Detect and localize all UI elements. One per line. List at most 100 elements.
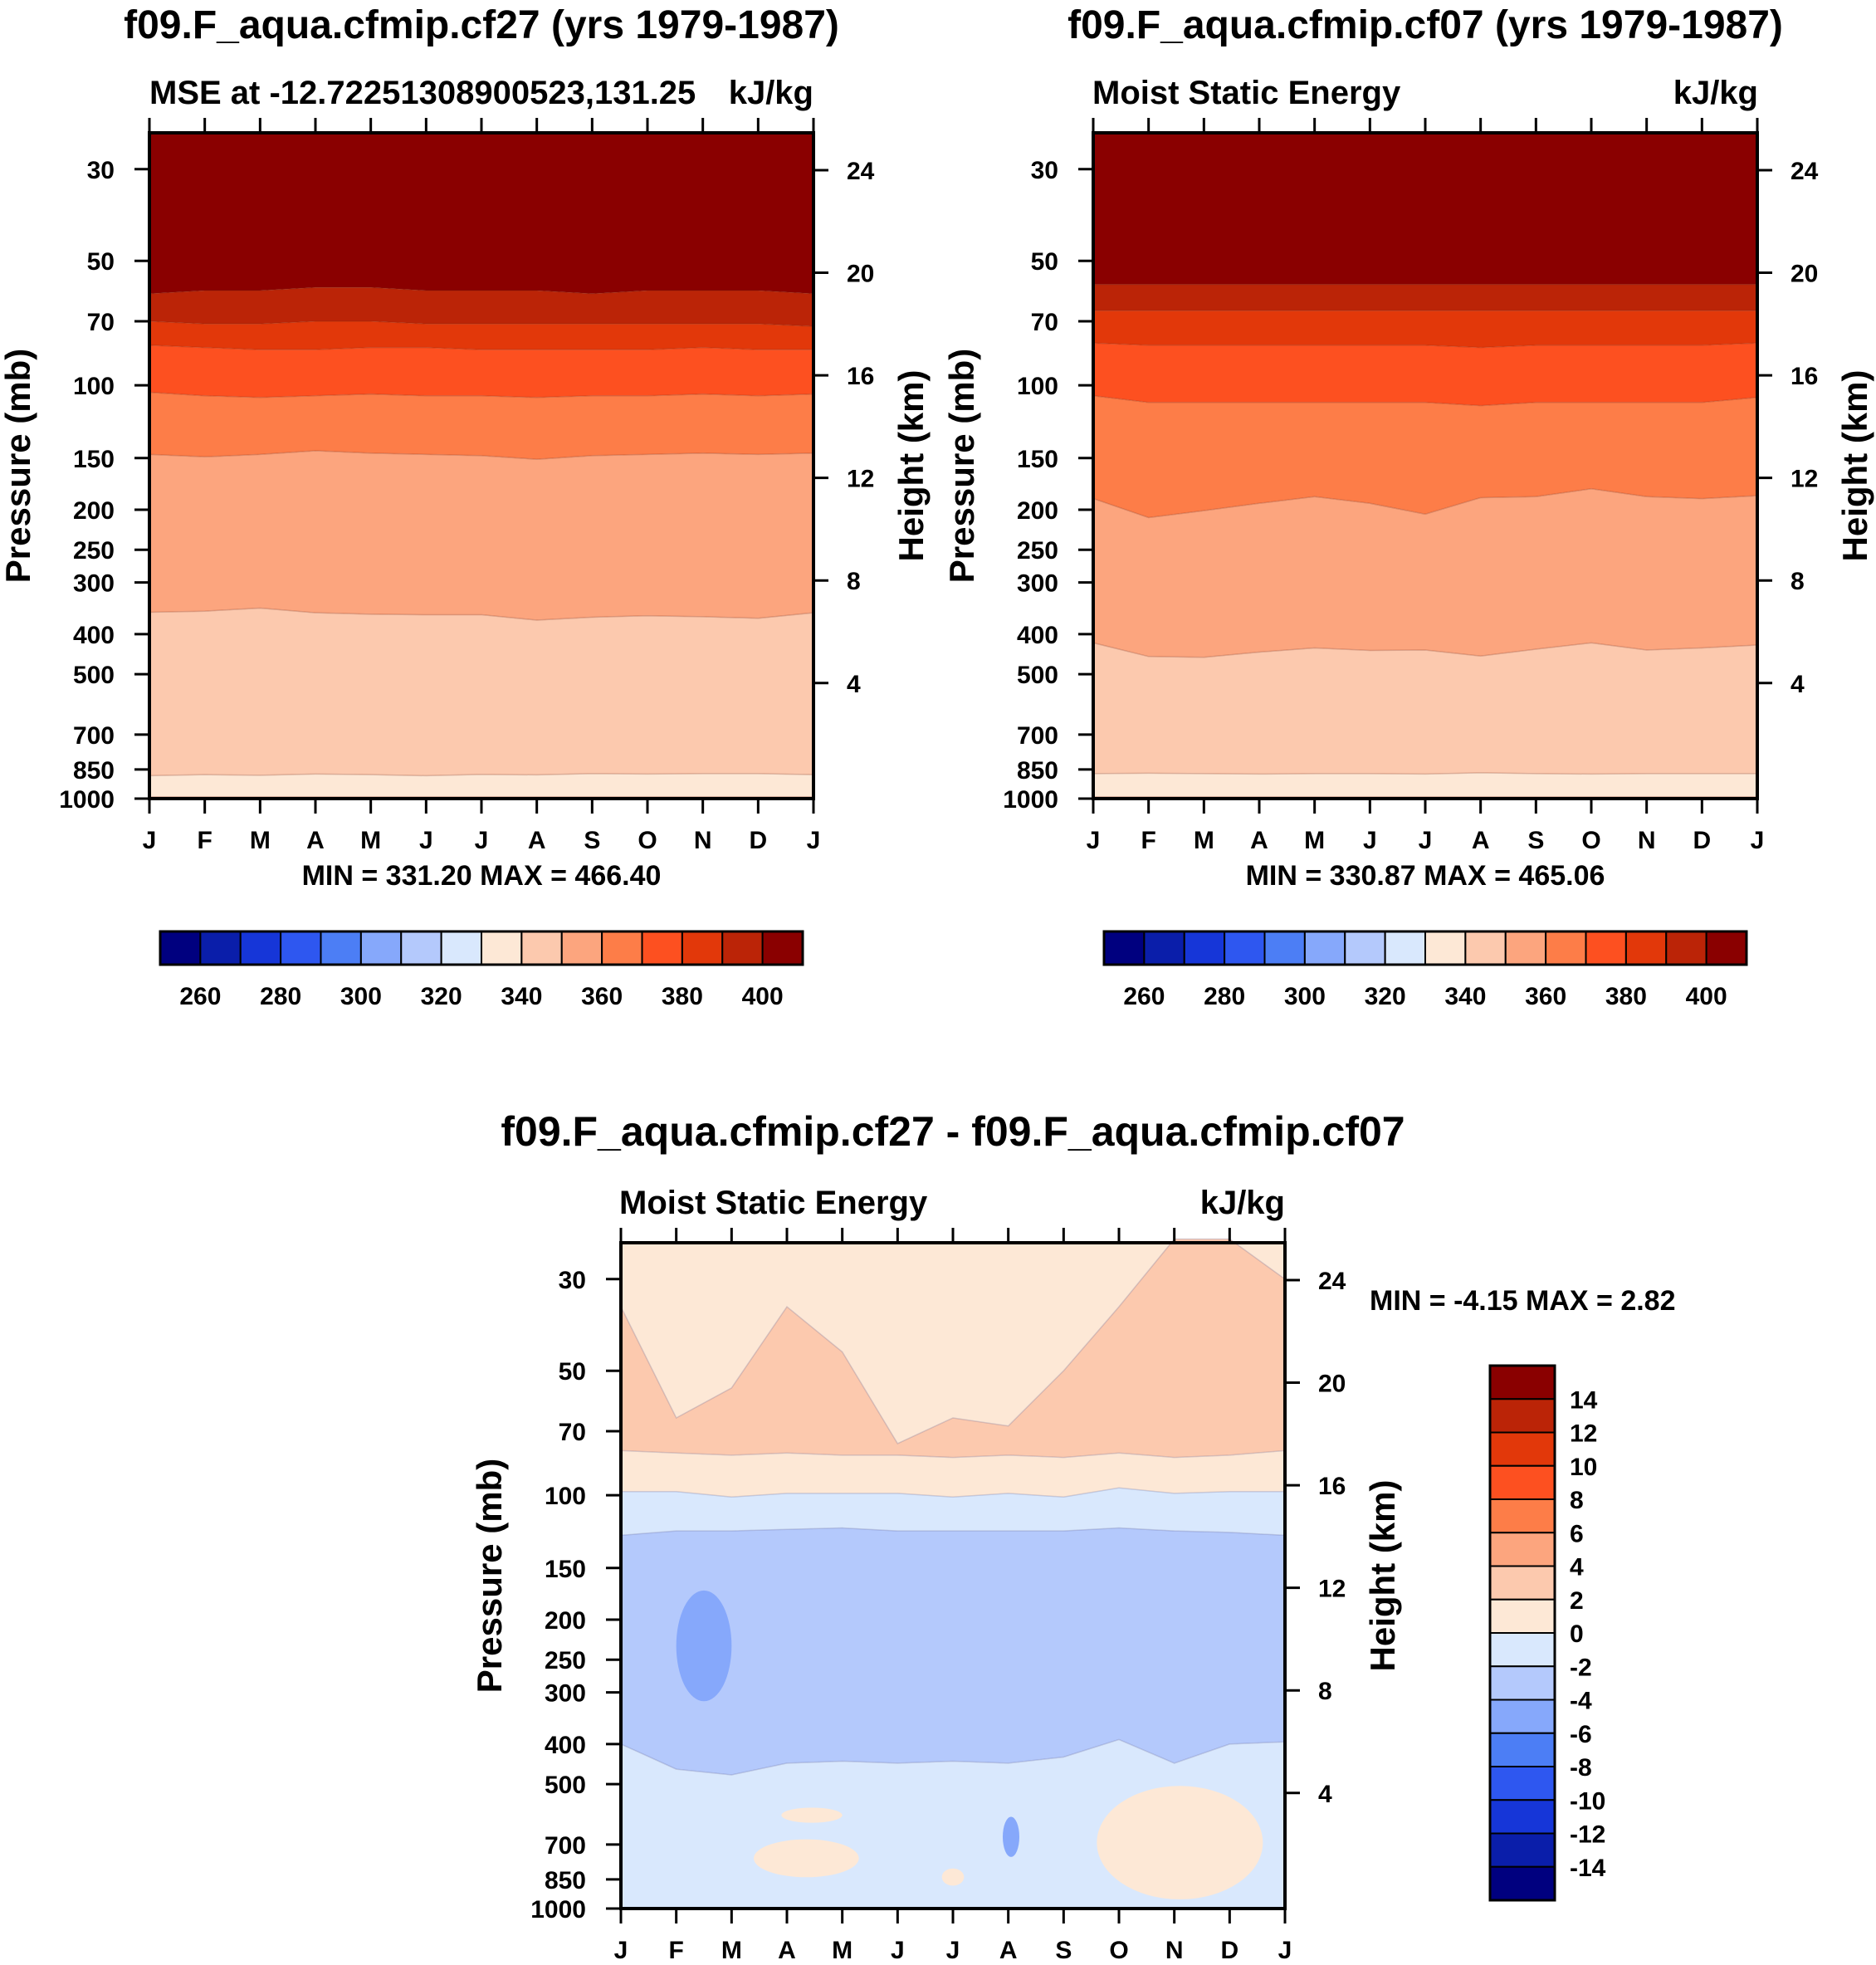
y-tick-label: 850 <box>73 757 115 785</box>
contour-band <box>1093 343 1757 406</box>
colorbar-label: 260 <box>179 983 221 1010</box>
colorbar-swatch <box>440 931 482 965</box>
contour-band <box>149 287 813 327</box>
panel-2-right-axis: 24 20 16 12 8 4 <box>1757 158 1819 698</box>
panel-3-subtitle-right: kJ/kg <box>1200 1185 1285 1221</box>
x-tick-label: J <box>807 827 821 854</box>
colorbar-swatch <box>1489 1532 1556 1567</box>
colorbar-label: 8 <box>1570 1487 1584 1514</box>
panel-1-ylabel-right: Height (km) <box>892 370 931 562</box>
x-tick-label: J <box>1751 827 1765 854</box>
panel-3-ylabel-right: Height (km) <box>1363 1480 1402 1672</box>
colorbar-label: 380 <box>662 983 703 1010</box>
contour-line <box>620 1738 1286 1776</box>
x-tick-label: D <box>1220 1937 1238 1964</box>
x-tick-label: A <box>1250 827 1268 854</box>
x-tick-label: F <box>669 1937 684 1964</box>
contour-band <box>149 608 813 776</box>
panel-3-ylabel: Pressure (mb) <box>470 1459 509 1693</box>
y-tick-label: 250 <box>1017 537 1058 565</box>
contour-band <box>1093 488 1757 657</box>
x-tick-label: A <box>1472 827 1490 854</box>
x-tick-label: J <box>143 827 157 854</box>
x-tick-label: M <box>1194 827 1214 854</box>
colorbar-swatch <box>1489 1498 1556 1534</box>
colorbar-label: 320 <box>421 983 462 1010</box>
panel-1-contour-fills <box>149 133 813 799</box>
panel-2: f09.F_aqua.cfmip.cf07 (yrs 1979-1987) Mo… <box>942 3 1874 1010</box>
panel-2-ylabel: Pressure (mb) <box>942 349 981 583</box>
y-tick-label: 200 <box>545 1607 586 1635</box>
contour-anomaly <box>781 1807 843 1823</box>
y-tick-label: 500 <box>1017 662 1058 689</box>
colorbar-swatch <box>1705 931 1747 965</box>
right-tick-label: 12 <box>1318 1576 1346 1603</box>
contour-band <box>621 1239 1285 1444</box>
panel-2-contour-lines <box>1092 283 1758 798</box>
colorbar-swatch <box>721 931 764 965</box>
contour-line <box>620 1449 1286 1459</box>
colorbar-swatch <box>1424 931 1467 965</box>
colorbar-frame <box>159 930 804 966</box>
panel-1-contour-lines <box>149 286 814 798</box>
y-tick-label: 400 <box>1017 622 1058 649</box>
panel-3-right-axis: 24 20 16 12 8 4 <box>1285 1268 1346 1808</box>
colorbar-swatch <box>199 931 242 965</box>
contour-line <box>149 320 814 327</box>
x-tick-label: N <box>1165 1937 1184 1964</box>
y-tick-label: 30 <box>559 1267 586 1294</box>
right-tick-label: 4 <box>847 671 861 698</box>
panel-1-subtitle-left: MSE at -12.72251308900523,131.25 <box>149 75 696 111</box>
contour-anomaly <box>676 1590 732 1702</box>
colorbar-swatch <box>761 931 804 965</box>
colorbar-swatch <box>1489 1699 1556 1734</box>
contour-band <box>1093 643 1757 775</box>
contour-band <box>621 1450 1285 1498</box>
colorbar-swatch <box>601 931 643 965</box>
panel-2-stats: MIN = 330.87 MAX = 465.06 <box>1246 860 1605 892</box>
y-tick-label: 1000 <box>530 1896 586 1923</box>
contour-line <box>620 1527 1286 1537</box>
x-tick-label: S <box>584 827 600 854</box>
contour-line <box>149 773 814 777</box>
x-tick-label: D <box>1693 827 1711 854</box>
colorbar-frame <box>1488 1364 1556 1902</box>
panel-1-stats: MIN = 331.20 MAX = 466.40 <box>302 860 662 892</box>
y-tick-label: 250 <box>545 1647 586 1674</box>
y-tick-label: 500 <box>545 1772 586 1799</box>
colorbar-swatch <box>1489 1632 1556 1668</box>
panel-1: f09.F_aqua.cfmip.cf27 (yrs 1979-1987) MS… <box>0 3 931 1010</box>
right-tick-label: 8 <box>1791 568 1805 595</box>
contour-line <box>621 1487 1285 1498</box>
panel-2-ylabel-right: Height (km) <box>1835 370 1874 562</box>
colorbar-label: 14 <box>1570 1386 1598 1414</box>
x-tick-label: A <box>306 827 325 854</box>
colorbar-swatch <box>1489 1732 1556 1767</box>
y-tick-label: 300 <box>73 570 115 598</box>
right-tick-label: 20 <box>847 261 874 288</box>
colorbar-label: 6 <box>1570 1520 1584 1547</box>
panel-3-stats: MIN = -4.15 MAX = 2.82 <box>1370 1285 1676 1317</box>
colorbar-label: 10 <box>1570 1454 1597 1481</box>
contour-band <box>149 345 813 398</box>
contour-line <box>1092 488 1758 519</box>
y-tick-label: 300 <box>1017 570 1058 598</box>
right-tick-label: 20 <box>1318 1371 1346 1398</box>
colorbar-label: -10 <box>1570 1787 1605 1815</box>
colorbar-swatch <box>1143 931 1185 965</box>
right-tick-label: 8 <box>1318 1678 1332 1705</box>
colorbar-label: -2 <box>1570 1654 1592 1681</box>
colorbar-swatch <box>1489 1832 1556 1868</box>
y-tick-label: 30 <box>1031 157 1058 184</box>
panel-3-colorbar: 14 12 10 8 6 4 2 0 -2 -4 -6 -8 -10 -12 -14 <box>1488 1364 1606 1902</box>
right-tick-label: 24 <box>1791 158 1819 185</box>
y-tick-label: 150 <box>1017 446 1058 473</box>
x-tick-label: J <box>891 1937 905 1964</box>
y-tick-label: 400 <box>545 1732 586 1759</box>
y-tick-label: 300 <box>545 1680 586 1708</box>
x-tick-label: J <box>614 1937 628 1964</box>
y-tick-label: 500 <box>73 662 115 689</box>
contour-band <box>1093 772 1757 797</box>
